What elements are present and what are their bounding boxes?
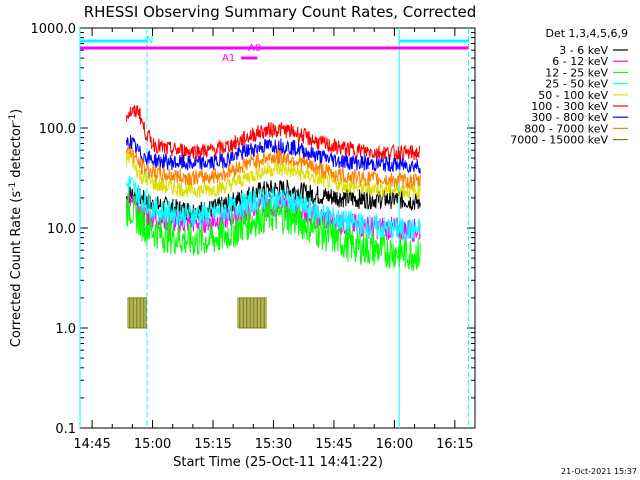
series-line [125,175,421,242]
legend-entry-label: 800 - 7000 keV [524,122,608,135]
legend-entry-label: 3 - 6 keV [559,44,608,57]
chart-title: RHESSI Observing Summary Count Rates, Co… [84,3,477,21]
y-tick-label: 1.0 [55,322,76,337]
legend-entry-label: 25 - 50 keV [545,78,608,91]
axis-ticks: 0.1 1.0 10.0 100.0 1000.0 14:45 15:00 15:15 15:3… [31,22,476,452]
y-tick-label: 100.0 [39,122,76,137]
legend-entry-label: 7000 - 15000 keV [510,134,608,147]
n-label: N [146,35,153,46]
observing-markers: N A0 A1 [79,28,470,428]
x-axis-label: Start Time (25-Oct-11 14:41:22) [173,455,383,470]
x-tick-label: 14:45 [73,437,110,452]
y-axis-label: Corrected Count Rate (s-1 detector-1) [8,109,24,347]
legend-entry-label: 100 - 300 keV [531,100,608,113]
data-series [125,105,421,329]
y-tick-label: 1000.0 [31,22,77,37]
y-tick-label: 0.1 [55,422,76,437]
x-tick-label: 15:00 [134,437,171,452]
legend-entry-label: 300 - 800 keV [531,111,608,124]
series-line [125,152,421,200]
legend-title: Det 1,3,4,5,6,9 [545,27,628,40]
series-line [125,192,421,271]
x-tick-label: 15:30 [255,437,292,452]
series-line [125,105,421,162]
series-line [125,135,421,174]
legend-entry-label: 50 - 100 keV [538,89,608,102]
a1-label: A1 [222,53,235,64]
x-tick-label: 15:45 [315,437,352,452]
a0-label: A0 [248,43,261,54]
x-tick-label: 15:15 [194,437,231,452]
legend-entry-label: 12 - 25 keV [545,66,608,79]
footer-timestamp: 21-Oct-2021 15:37 [561,467,637,476]
legend-entry-label: 6 - 12 keV [552,55,608,68]
x-tick-label: 16:00 [376,437,413,452]
y-tick-label: 10.0 [47,222,76,237]
x-tick-label: 16:15 [436,437,473,452]
series-line [125,144,421,189]
